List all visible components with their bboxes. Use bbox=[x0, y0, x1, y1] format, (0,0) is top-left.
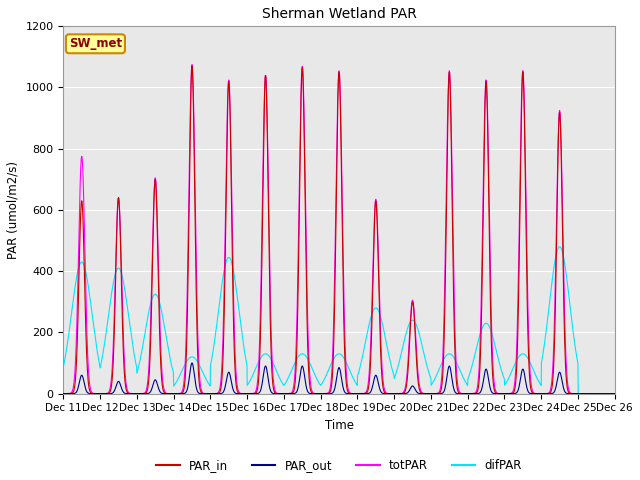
Y-axis label: PAR (umol/m2/s): PAR (umol/m2/s) bbox=[7, 161, 20, 259]
Text: SW_met: SW_met bbox=[69, 37, 122, 50]
X-axis label: Time: Time bbox=[324, 419, 353, 432]
Title: Sherman Wetland PAR: Sherman Wetland PAR bbox=[262, 7, 417, 21]
Legend: PAR_in, PAR_out, totPAR, difPAR: PAR_in, PAR_out, totPAR, difPAR bbox=[151, 455, 527, 477]
